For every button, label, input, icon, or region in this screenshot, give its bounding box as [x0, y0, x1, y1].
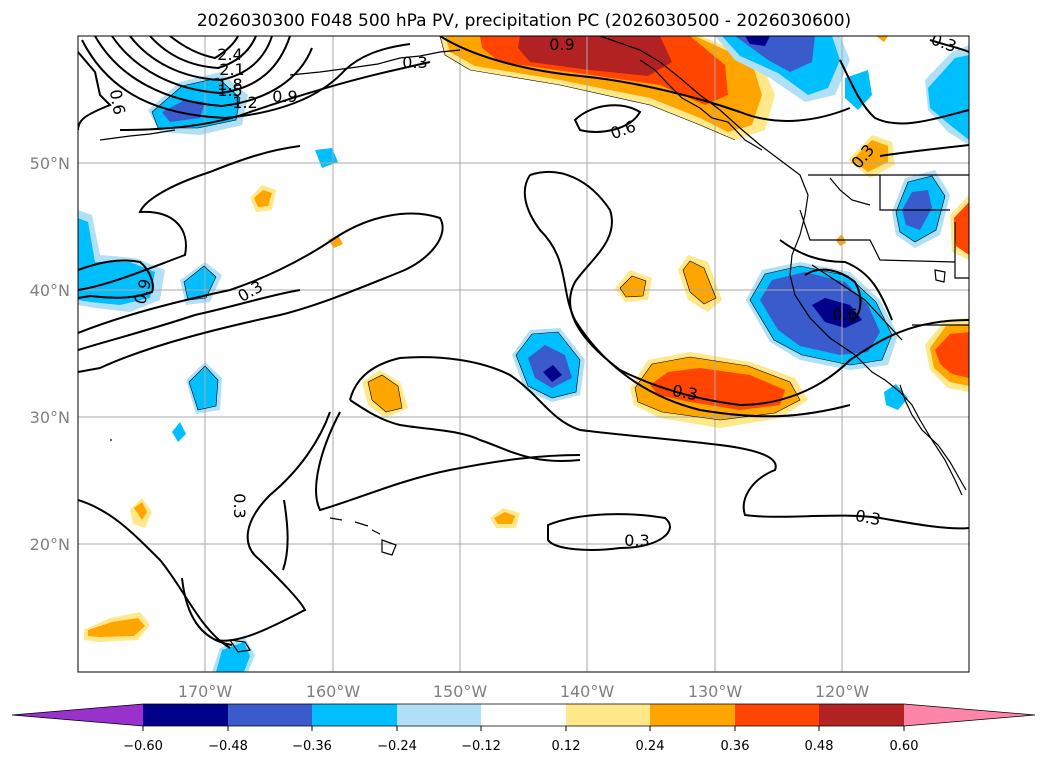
- colorbar-segment: [397, 704, 481, 726]
- colorbar-segment: [228, 704, 312, 726]
- lon-label-120w: 120°W: [815, 682, 870, 701]
- colorbar-tick-label: 0.12: [552, 739, 581, 754]
- lat-label-30n: 30°N: [30, 408, 70, 427]
- precip-outlines: [151, 36, 946, 421]
- colorbar-tick-label: −0.48: [208, 739, 248, 754]
- precip-positive-east-edge: [954, 202, 969, 255]
- colorbar-segment: [566, 704, 650, 726]
- colorbar-segment: [143, 704, 228, 726]
- contour-label: 2.4: [217, 45, 242, 64]
- precip-negative-small: [216, 642, 250, 672]
- precip-negative-baja: [884, 384, 908, 410]
- precip-positive-small: [134, 502, 147, 520]
- coastlines: [99, 36, 969, 653]
- contour-label: 0.3: [230, 493, 249, 518]
- colorbar-segment: [819, 704, 904, 726]
- precip-positive-east-edge: [935, 332, 969, 378]
- colorbar-tick-label: −0.36: [292, 739, 332, 754]
- colorbar-tick-label: 0.60: [890, 739, 919, 754]
- precip-positive-top-corner: [876, 36, 888, 42]
- lat-labels: 50°N 40°N 30°N 20°N: [30, 154, 70, 554]
- colorbar-segment: [735, 704, 819, 726]
- precip-negative-small: [184, 266, 216, 300]
- contour-label: 0.3: [671, 381, 699, 404]
- colorbar-segment: [481, 704, 566, 726]
- colorbar-tick-label: 0.24: [636, 739, 665, 754]
- colorbar-extend-low: [12, 704, 143, 726]
- lon-labels: 170°W 160°W 150°W 140°W 130°W 120°W: [178, 682, 870, 701]
- precip-negative-california: [812, 298, 862, 328]
- contour-labels: 2.4 2.1 1.8 1.5 1.2 0.9 0.6 0.3 0.9 0.3 …: [106, 35, 959, 550]
- precip-positive-subtropical: [650, 368, 785, 410]
- colorbar-tick-labels: −0.60 −0.48 −0.36 −0.24 −0.12 0.12 0.24 …: [123, 739, 918, 754]
- precip-negative-small: [172, 422, 186, 442]
- precip-negative-nw-canada: [745, 36, 770, 46]
- colorbar-extend-high: [904, 704, 1035, 726]
- precip-negative-west-edge: [78, 218, 155, 305]
- precip-positive-small: [328, 235, 343, 248]
- precip-negative-small: [189, 366, 218, 410]
- map-panel: 2.4 2.1 1.8 1.5 1.2 0.9 0.6 0.3 0.9 0.3 …: [30, 35, 970, 701]
- precip-negative-alberta: [845, 70, 872, 110]
- pv-contours: [78, 36, 969, 649]
- lat-label-20n: 20°N: [30, 535, 70, 554]
- precip-positive-small: [368, 375, 402, 412]
- contour-label: 1.8: [217, 75, 242, 94]
- contour-label: 1.5: [217, 81, 242, 100]
- precip-positive-small: [620, 276, 646, 297]
- precip-positive-small: [683, 261, 716, 304]
- precip-negative-central: [543, 365, 562, 382]
- colorbar: −0.60 −0.48 −0.36 −0.24 −0.12 0.12 0.24 …: [11, 703, 1036, 754]
- colorbar-tick-label: 0.36: [721, 739, 750, 754]
- precip-positive-small: [88, 618, 145, 637]
- lon-label-160w: 160°W: [306, 682, 361, 701]
- colorbar-ticks: [142, 726, 905, 731]
- precip-negative-central: [528, 345, 572, 388]
- colorbar-segment: [312, 704, 397, 726]
- precip-negative-east-edge: [928, 55, 969, 140]
- map-frame: [77, 35, 970, 673]
- precip-positive-bc: [852, 140, 888, 172]
- colorbar-tick-label: −0.24: [377, 739, 417, 754]
- colorbar-tick-label: 0.48: [805, 739, 834, 754]
- precip-positive-gulf-alaska: [518, 36, 672, 76]
- contour-label: 0.3: [402, 53, 427, 72]
- lon-label-150w: 150°W: [433, 682, 488, 701]
- precip-negative-nw-canada: [735, 36, 815, 72]
- figure-title: 2026030300 F048 500 hPa PV, precipitatio…: [197, 11, 851, 31]
- contour-label: 0.9: [549, 35, 574, 54]
- contour-label: 0.6: [832, 305, 857, 324]
- colorbar-segment: [650, 704, 735, 726]
- lon-label-170w: 170°W: [178, 682, 233, 701]
- contour-label: 0.9: [272, 87, 297, 106]
- precip-negative-aleutians: [162, 100, 205, 122]
- lon-label-130w: 130°W: [688, 682, 743, 701]
- colorbar-tick-label: −0.60: [123, 739, 163, 754]
- contour-label: 1.2: [232, 93, 257, 112]
- precip-positive-small: [494, 512, 515, 524]
- contour-label: 0.3: [854, 506, 882, 529]
- precip-positive-small: [254, 190, 272, 207]
- lat-label-40n: 40°N: [30, 281, 70, 300]
- contour-label: 0.3: [624, 531, 649, 550]
- graticule: [78, 36, 969, 672]
- contour-label: 2.1: [219, 60, 244, 79]
- lat-label-50n: 50°N: [30, 154, 70, 173]
- lon-label-140w: 140°W: [560, 682, 615, 701]
- colorbar-tick-label: −0.12: [461, 739, 501, 754]
- contour-label: 0.6: [106, 88, 129, 116]
